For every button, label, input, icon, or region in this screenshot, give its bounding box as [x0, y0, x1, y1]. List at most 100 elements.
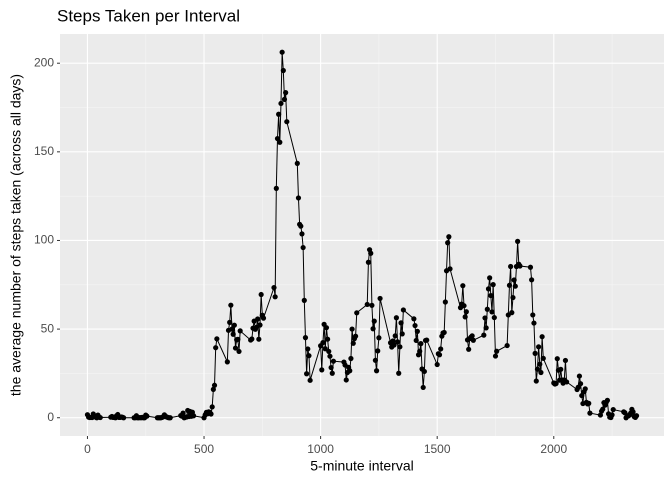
point	[512, 283, 518, 289]
point	[284, 119, 290, 125]
y-axis-title: the average number of steps taken (acros…	[8, 74, 24, 396]
point	[256, 336, 262, 342]
point	[298, 223, 304, 229]
point	[390, 338, 396, 344]
point	[491, 314, 497, 321]
panel	[60, 34, 664, 436]
point	[278, 100, 284, 107]
point	[511, 277, 517, 283]
point	[327, 353, 333, 359]
point	[272, 294, 278, 300]
point	[587, 410, 593, 416]
point	[509, 310, 515, 316]
point	[237, 328, 243, 334]
point	[273, 185, 279, 191]
point	[540, 355, 546, 361]
point	[446, 234, 452, 240]
point	[530, 312, 536, 318]
point	[274, 135, 281, 142]
point	[400, 307, 406, 313]
point	[492, 353, 499, 359]
point	[120, 415, 127, 421]
point	[228, 302, 234, 308]
point	[553, 380, 559, 387]
point	[397, 344, 403, 350]
point	[411, 316, 417, 322]
point	[466, 346, 472, 352]
point	[294, 160, 300, 166]
point	[424, 337, 430, 343]
point	[469, 333, 475, 339]
point	[506, 282, 513, 288]
point	[539, 334, 545, 340]
point	[393, 315, 399, 321]
point	[319, 367, 325, 373]
point	[373, 368, 380, 374]
point	[396, 370, 402, 376]
point	[350, 340, 356, 346]
point	[562, 357, 569, 364]
point	[276, 111, 282, 117]
point	[576, 373, 583, 379]
point	[563, 379, 570, 385]
point	[349, 326, 355, 332]
point	[305, 346, 311, 352]
point	[299, 231, 305, 237]
point	[302, 335, 309, 341]
point	[370, 326, 376, 332]
point	[230, 331, 236, 337]
point	[630, 409, 636, 415]
point	[369, 302, 375, 308]
point	[604, 397, 611, 403]
x-tick-label: 1000	[307, 442, 334, 456]
point	[372, 357, 379, 363]
point	[375, 348, 381, 354]
point	[279, 49, 285, 55]
x-tick-label: 1500	[424, 442, 451, 456]
point	[532, 350, 538, 356]
point	[494, 348, 500, 354]
point	[586, 400, 592, 406]
x-tick-label: 0	[84, 442, 91, 456]
y-tick-label: 200	[34, 55, 54, 69]
point	[487, 275, 493, 281]
point	[460, 283, 466, 289]
point	[517, 263, 523, 269]
point	[227, 319, 233, 325]
point	[167, 415, 173, 421]
point	[558, 366, 564, 372]
point	[418, 341, 424, 347]
point	[235, 336, 241, 342]
point	[330, 358, 337, 364]
point	[376, 335, 382, 341]
point	[412, 322, 418, 329]
point	[348, 355, 354, 362]
point	[229, 326, 235, 332]
point	[417, 348, 423, 354]
point	[277, 139, 283, 145]
point	[597, 412, 604, 418]
point	[504, 342, 510, 349]
point	[257, 322, 263, 328]
point	[438, 346, 444, 352]
point	[281, 96, 288, 102]
point	[610, 406, 616, 413]
point	[490, 282, 496, 288]
point	[144, 413, 150, 419]
point	[231, 322, 237, 328]
point	[210, 386, 216, 392]
point	[488, 292, 494, 299]
point	[307, 377, 313, 383]
point	[481, 332, 487, 338]
point	[413, 337, 419, 344]
point	[483, 325, 489, 331]
y-tick-label: 0	[47, 410, 54, 424]
point	[536, 344, 542, 350]
point	[328, 364, 334, 371]
point	[304, 371, 310, 377]
point	[533, 378, 539, 384]
point	[232, 345, 239, 351]
point	[485, 286, 492, 292]
point	[300, 244, 306, 251]
